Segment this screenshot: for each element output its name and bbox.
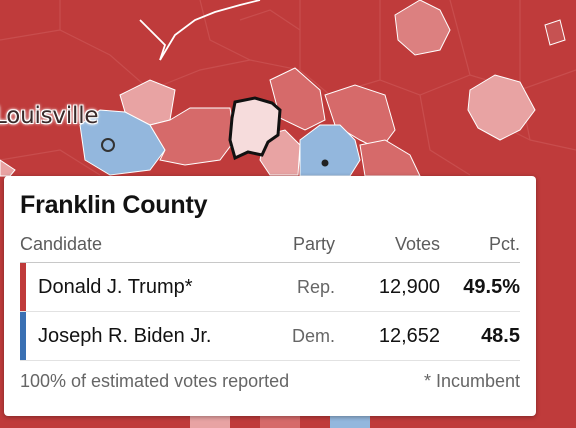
results-table: Candidate Party Votes Pct. Donald J. Tru… xyxy=(20,234,520,361)
county-shape[interactable] xyxy=(544,19,566,46)
county-shape[interactable] xyxy=(359,139,421,177)
county-shape[interactable] xyxy=(394,0,451,56)
candidate-votes: 12,900 xyxy=(335,262,440,312)
swatch-bar-dem xyxy=(20,312,26,360)
party-color-swatch xyxy=(20,311,38,361)
city-label-louisville: Louisville xyxy=(0,103,99,129)
county-shape[interactable] xyxy=(467,74,536,141)
candidate-party: Dem. xyxy=(265,311,335,361)
swatch-bar-rep xyxy=(20,263,26,311)
county-shape[interactable] xyxy=(149,107,236,166)
party-color-swatch xyxy=(20,262,38,312)
header-pct: Pct. xyxy=(440,234,520,263)
candidate-votes: 12,652 xyxy=(335,311,440,361)
header-votes: Votes xyxy=(335,234,440,263)
candidate-party: Rep. xyxy=(265,262,335,312)
table-row: Donald J. Trump* Rep. 12,900 49.5% xyxy=(20,262,520,312)
table-row: Joseph R. Biden Jr. Dem. 12,652 48.5 xyxy=(20,311,520,361)
louisville-marker-icon xyxy=(101,138,115,152)
candidate-name: Donald J. Trump* xyxy=(38,262,265,312)
franklin-county-highlight[interactable] xyxy=(228,96,282,161)
map-bottom-edge xyxy=(0,416,576,428)
candidate-pct: 49.5% xyxy=(440,262,520,312)
tooltip-footer: 100% of estimated votes reported * Incum… xyxy=(20,371,520,392)
incumbent-note: * Incumbent xyxy=(423,371,520,391)
county-results-tooltip: Franklin County Candidate Party Votes Pc… xyxy=(4,176,536,416)
county-name: Franklin County xyxy=(20,191,208,219)
table-header-row: Candidate Party Votes Pct. xyxy=(20,234,520,263)
reporting-status: 100% of estimated votes reported xyxy=(20,371,290,391)
candidate-name: Joseph R. Biden Jr. xyxy=(38,311,265,361)
candidate-pct: 48.5 xyxy=(440,311,520,361)
header-candidate: Candidate xyxy=(20,234,265,263)
header-party: Party xyxy=(265,234,335,263)
city-dot-icon xyxy=(321,159,329,167)
